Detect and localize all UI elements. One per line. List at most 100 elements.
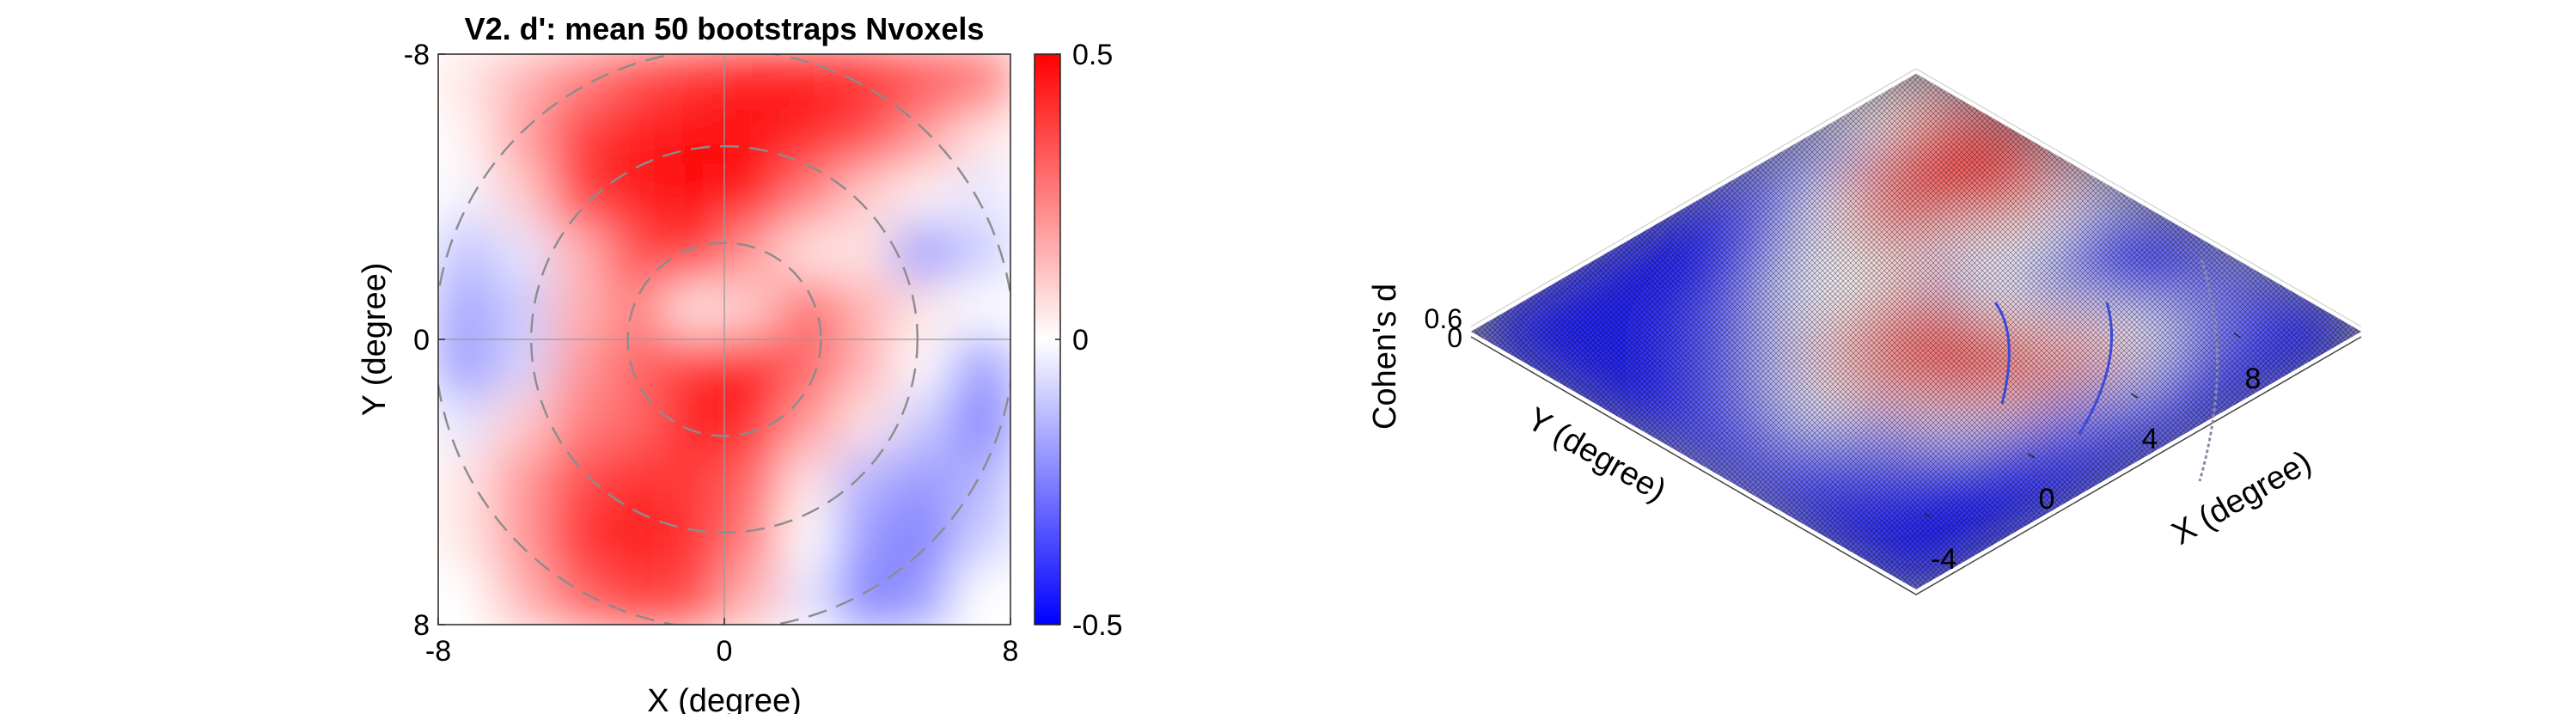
heatmap-cell (551, 394, 612, 455)
heatmap-cell (779, 223, 841, 284)
heatmap-cell (723, 54, 784, 113)
heatmap-cell (493, 223, 555, 284)
heatmap-cell (951, 394, 1010, 455)
heatmap-cell (493, 338, 555, 399)
heatmap-cell (723, 509, 784, 570)
heatmap-cell (951, 338, 1010, 399)
surface-xtick-label: 8 (2245, 363, 2262, 395)
heatmap-cell (665, 166, 726, 228)
heatmap-cell (723, 280, 784, 341)
heatmap-cell (493, 166, 555, 228)
surface-xlabel: X (degree) (2166, 444, 2317, 552)
heatmap-cell (665, 509, 726, 570)
heatmap-xtick-label: -8 (425, 635, 451, 668)
heatmap-cell (665, 54, 726, 113)
heatmap-cell (894, 109, 955, 170)
surface-xtick-label: 0 (2039, 483, 2055, 516)
heatmap-cell (493, 109, 555, 170)
surface-arcs (1993, 259, 2219, 482)
heatmap-cell (894, 394, 955, 455)
heatmap-cell (779, 54, 841, 113)
heatmap-cell (837, 280, 898, 341)
heatmap-cell (551, 338, 612, 399)
surface-xtick-label: -4 (1931, 543, 1956, 576)
heatmap-cell (951, 565, 1010, 625)
heatmap-cell (779, 280, 841, 341)
heatmap-cell (551, 509, 612, 570)
heatmap-cell (493, 54, 555, 113)
heatmap-cell (438, 280, 497, 341)
heatmap-cell (551, 223, 612, 284)
heatmap-cell (438, 109, 497, 170)
heatmap-cell (837, 451, 898, 513)
heatmap-cell (551, 166, 612, 228)
heatmap-cell (951, 54, 1010, 113)
heatmap-xlabel: X (degree) (647, 683, 802, 714)
heatmap-overlay (438, 54, 1010, 625)
heatmap-cell (551, 109, 612, 170)
heatmap-cell (951, 509, 1010, 570)
heatmap-panel: V2. d': mean 50 bootstraps Nvoxels -8 0 8-… (357, 11, 1123, 714)
heatmap-cell (493, 394, 555, 455)
heatmap-cell (665, 280, 726, 341)
heatmap-cell (607, 166, 669, 228)
heatmap-cell (779, 394, 841, 455)
heatmap-cell (951, 166, 1010, 228)
heatmap-cell (837, 54, 898, 113)
heatmap-cell (438, 509, 497, 570)
heatmap-cell (551, 451, 612, 513)
heatmap-cell (438, 338, 497, 399)
surface-ztick-label: 0 (1447, 322, 1462, 353)
heatmap-cell (607, 338, 669, 399)
heatmap-cell (493, 451, 555, 513)
heatmap-cell (723, 166, 784, 228)
colorbar-tick-label: 0.5 (1072, 39, 1113, 71)
heatmap-cell (438, 451, 497, 513)
heatmap-cells (438, 54, 1010, 625)
heatmap-title: V2. d': mean 50 bootstraps Nvoxels (465, 11, 985, 46)
heatmap-xtick-label: 0 (717, 635, 733, 668)
heatmap-cell (723, 223, 784, 284)
heatmap-cell (438, 394, 497, 455)
heatmap-cell (493, 565, 555, 625)
heatmap-cell (607, 451, 669, 513)
heatmap-cell (438, 565, 497, 625)
heatmap-cell (723, 451, 784, 513)
heatmap-cell (837, 509, 898, 570)
heatmap-cell (779, 338, 841, 399)
heatmap-cell (837, 565, 898, 625)
heatmap-cell (607, 223, 669, 284)
heatmap-cell (779, 509, 841, 570)
heatmap-cell (665, 109, 726, 170)
heatmap-cell (665, 223, 726, 284)
heatmap-cell (438, 166, 497, 228)
heatmap-cell (779, 109, 841, 170)
heatmap-cell (837, 394, 898, 455)
heatmap-cell (723, 338, 784, 399)
heatmap-cell (723, 394, 784, 455)
heatmap-cell (951, 280, 1010, 341)
heatmap-cell (723, 109, 784, 170)
colorbar-tick-label: 0 (1072, 324, 1089, 357)
heatmap-cell (951, 109, 1010, 170)
heatmap-cell (607, 109, 669, 170)
heatmap-cell (894, 565, 955, 625)
heatmap-cell (665, 565, 726, 625)
heatmap-cell (894, 509, 955, 570)
heatmap-cell (837, 109, 898, 170)
colorbar-ticks: 0.5 0 -0.5 (1055, 39, 1123, 642)
surface-ztick-label: 0.6 (1425, 303, 1462, 334)
heatmap-cell (493, 509, 555, 570)
heatmap-cell (894, 166, 955, 228)
heatmap-cell (779, 565, 841, 625)
heatmap-cell (551, 565, 612, 625)
heatmap-cell (894, 338, 955, 399)
surface-mesh (1471, 74, 2361, 589)
surface-xtick-label: 4 (2142, 423, 2158, 455)
heatmap-cell (493, 280, 555, 341)
heatmap-ytick-label: 8 (413, 609, 430, 642)
heatmap-cell (837, 223, 898, 284)
heatmap-cell (607, 394, 669, 455)
